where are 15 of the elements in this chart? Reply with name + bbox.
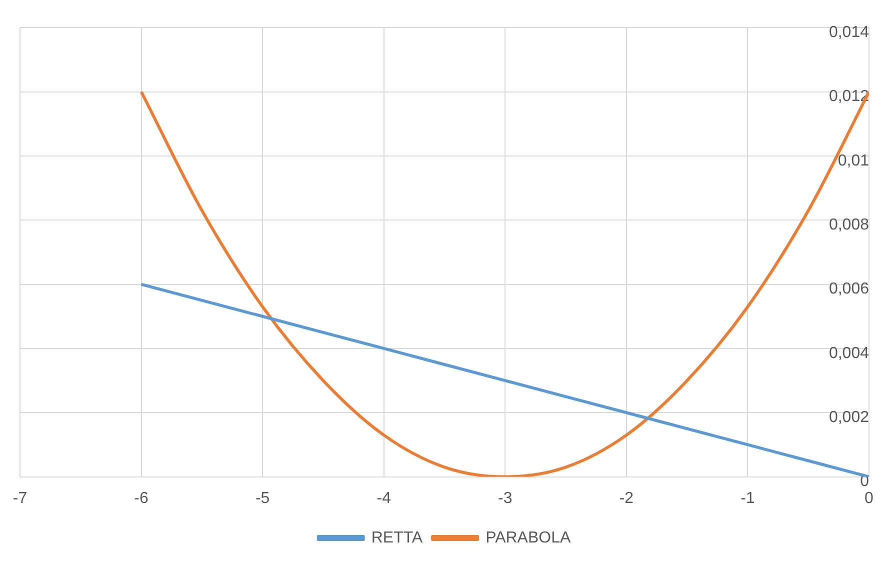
x-tick-label: -2 [619,490,634,507]
y-tick-label: 0,004 [828,344,870,362]
y-tick-label: 0,006 [828,280,870,298]
x-tick-label: -4 [376,490,392,507]
legend-label: PARABOLA [486,529,571,546]
x-tick-label: -7 [12,490,28,507]
x-tick-label: -6 [134,490,148,507]
y-tick-label: 0,014 [828,24,870,42]
y-tick-label: 0,01 [838,152,870,170]
x-tick-label: -1 [740,490,755,507]
x-tick-label: -3 [498,490,512,507]
legend-label: RETTA [371,529,423,546]
x-tick-label: -5 [255,490,270,507]
y-tick-label: 0,002 [828,409,870,426]
y-tick-label: 0,008 [828,216,870,234]
